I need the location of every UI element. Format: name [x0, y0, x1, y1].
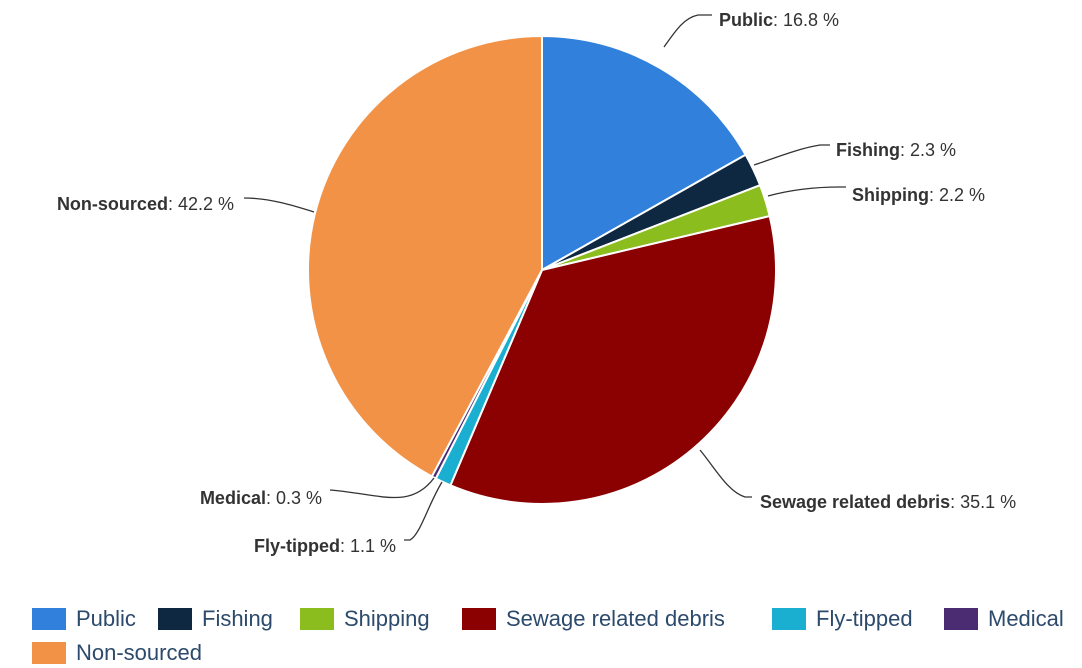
data-label-connector	[663, 14, 712, 48]
data-label-name: Medical	[200, 488, 266, 508]
pie-slice-sewage-related-debris[interactable]	[449, 215, 777, 505]
data-label-name: Sewage related debris	[760, 492, 950, 512]
legend-item-shipping[interactable]: Shipping	[300, 604, 430, 634]
data-label-value: : 0.3 %	[266, 488, 322, 508]
data-label-medical: Medical: 0.3 %	[200, 488, 322, 508]
legend-item-medical[interactable]: Medical	[944, 604, 1064, 634]
data-label-name: Non-sourced	[57, 194, 168, 214]
data-label-non-sourced: Non-sourced: 42.2 %	[57, 194, 234, 214]
legend-item-sewage-related-debris[interactable]: Sewage related debris	[462, 604, 725, 634]
legend-label: Public	[76, 606, 136, 631]
legend-swatch	[32, 642, 66, 664]
data-label-name: Public	[719, 10, 773, 30]
legend-label: Sewage related debris	[506, 606, 725, 631]
data-label-sewage-related-debris: Sewage related debris: 35.1 %	[760, 492, 1016, 512]
legend-item-non-sourced[interactable]: Non-sourced	[32, 638, 202, 668]
data-label-connector	[699, 449, 752, 498]
legend-label: Non-sourced	[76, 640, 202, 665]
data-label-fly-tipped: Fly-tipped: 1.1 %	[254, 536, 396, 556]
legend-swatch	[158, 608, 192, 630]
legend-item-public[interactable]: Public	[32, 604, 136, 634]
data-label-connector	[753, 144, 830, 166]
data-label-value: : 16.8 %	[773, 10, 839, 30]
data-label-value: : 42.2 %	[168, 194, 234, 214]
data-label-name: Shipping	[852, 185, 929, 205]
data-label-connector	[767, 186, 846, 197]
legend-label: Medical	[988, 606, 1064, 631]
data-label-connector	[404, 481, 443, 541]
legend-label: Fly-tipped	[816, 606, 913, 631]
data-label-name: Fly-tipped	[254, 536, 340, 556]
data-label-public: Public: 16.8 %	[719, 10, 839, 30]
legend-swatch	[462, 608, 496, 630]
legend-label: Fishing	[202, 606, 273, 631]
pie-chart-svg: Public: 16.8 %Fishing: 2.3 %Shipping: 2.…	[57, 10, 1016, 556]
data-label-connector	[329, 477, 435, 499]
legend-item-fishing[interactable]: Fishing	[158, 604, 273, 634]
data-label-value: : 1.1 %	[340, 536, 396, 556]
data-label-value: : 2.3 %	[900, 140, 956, 160]
pie-slice-non-sourced[interactable]	[307, 35, 543, 478]
data-label-fishing: Fishing: 2.3 %	[836, 140, 956, 160]
data-label-value: : 35.1 %	[950, 492, 1016, 512]
legend-swatch	[944, 608, 978, 630]
data-label-value: : 2.2 %	[929, 185, 985, 205]
legend-label: Shipping	[344, 606, 430, 631]
data-label-name: Fishing	[836, 140, 900, 160]
legend-item-fly-tipped[interactable]: Fly-tipped	[772, 604, 913, 634]
legend-swatch	[772, 608, 806, 630]
data-label-connector	[243, 197, 315, 213]
pie-slice-public[interactable]	[541, 35, 747, 271]
legend-swatch	[32, 608, 66, 630]
data-label-shipping: Shipping: 2.2 %	[852, 185, 985, 205]
legend-swatch	[300, 608, 334, 630]
